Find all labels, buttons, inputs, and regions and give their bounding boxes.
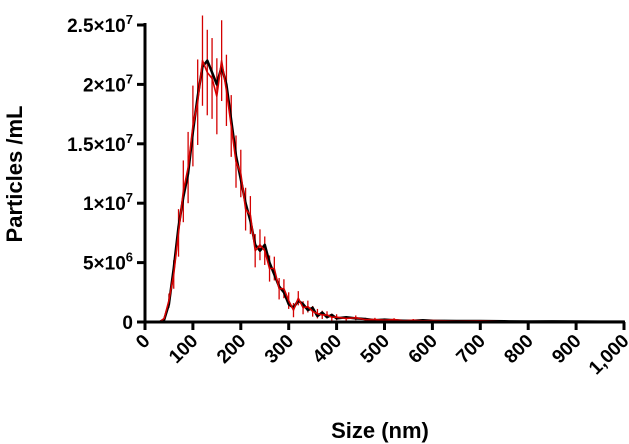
x-tick-label: 0 (132, 331, 154, 353)
y-tick-label: 5×106 (83, 250, 133, 275)
x-tick-label: 900 (548, 331, 585, 368)
x-tick-label: 800 (500, 331, 537, 368)
x-tick-label: 100 (165, 331, 202, 368)
y-tick-label-base: 5×10 (83, 254, 126, 275)
y-tick-label: 1×107 (83, 190, 133, 215)
x-tick-label: 400 (309, 331, 346, 368)
y-tick-label-exponent: 7 (126, 12, 133, 27)
x-tick-label: 500 (357, 331, 394, 368)
y-tick-label: 2.5×107 (67, 12, 133, 37)
y-tick-label-exponent: 6 (126, 250, 133, 265)
x-axis-ticks: 0 100 200 300 400 500 600 700 800 900 1,000 (132, 322, 629, 379)
x-tick-label: 200 (213, 331, 250, 368)
x-tick-label: 1,000 (585, 331, 629, 379)
y-tick-label: 1.5×107 (67, 131, 133, 156)
y-tick-label-exponent: 7 (126, 190, 133, 205)
error-bars (163, 15, 625, 322)
y-tick-label-base: 2.5×10 (67, 16, 126, 37)
x-tick-label: 300 (261, 331, 298, 368)
y-tick-label: 0 (122, 313, 133, 334)
y-axis-title: Particles /mL (2, 106, 27, 243)
y-tick-label-base: 0 (122, 313, 133, 334)
y-tick-label-exponent: 7 (126, 71, 133, 86)
y-tick-label: 2×107 (83, 71, 133, 96)
y-tick-label-exponent: 7 (126, 131, 133, 146)
y-tick-label-base: 1×10 (83, 194, 126, 215)
x-tick-label: 700 (453, 331, 490, 368)
y-tick-label-base: 2×10 (83, 75, 126, 96)
y-tick-label-base: 1.5×10 (67, 135, 126, 156)
x-tick-label: 600 (405, 331, 442, 368)
x-axis-title: Size (nm) (331, 418, 429, 443)
